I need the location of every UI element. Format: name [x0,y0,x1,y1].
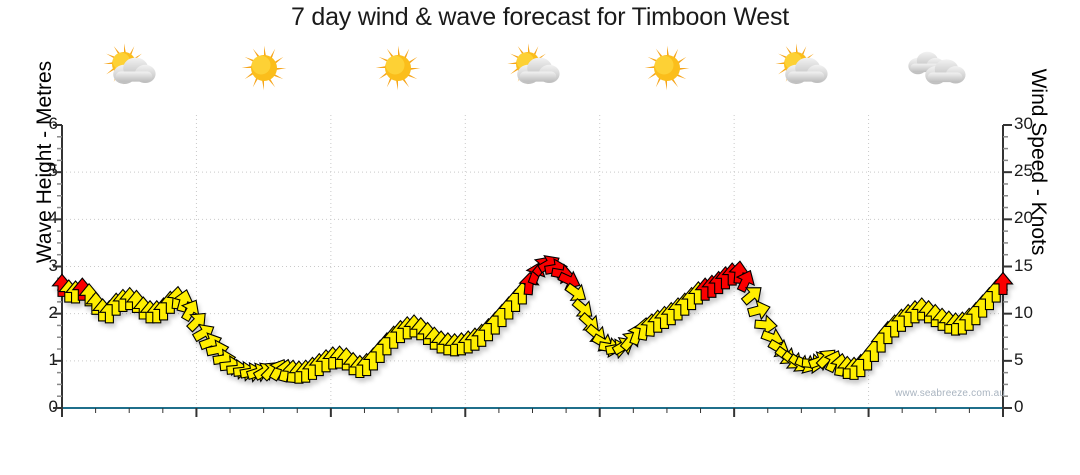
wind-direction-arrow [571,298,593,317]
wind-direction-arrow [564,282,587,302]
wind-direction-arrow [735,269,755,294]
left-tick-6: 6 [48,114,58,133]
wind-direction-arrow [557,270,581,290]
sun-behind-cloud-icon [467,42,599,90]
sun-behind-cloud-icon [735,42,867,90]
right-tick-5: 5 [1014,349,1024,369]
right-tick-30: 30 [1014,114,1033,133]
right-tick-15: 15 [1014,255,1033,275]
left-tick-4: 4 [48,208,58,228]
day-header-friday [198,38,330,91]
page-title: 7 day wind & wave forecast for Timboon W… [290,3,790,31]
day-header-saturday [332,38,464,91]
day-header-tuesday [735,38,867,90]
right-tick-10: 10 [1014,302,1033,322]
sun-icon [198,42,330,91]
day-header-monday [601,38,733,91]
cloudy-icon [870,42,1002,90]
watermark: www.seabreeze.com.au [895,388,1006,399]
day-header-wednesday [870,38,1002,90]
sun-icon [601,42,733,91]
wind-arrow-series [51,254,1014,384]
sun-behind-cloud-icon [63,42,195,90]
sun-icon [332,42,464,91]
day-header-sunday [467,38,599,90]
left-tick-0: 0 [48,397,58,416]
left-tick-1: 1 [48,349,58,369]
day-header-thursday [63,38,195,90]
right-tick-20: 20 [1014,208,1033,228]
right-tick-25: 25 [1014,161,1033,181]
left-tick-2: 2 [48,302,58,322]
left-tick-5: 5 [48,161,58,181]
wind-direction-arrow [746,299,771,321]
left-tick-3: 3 [48,255,58,275]
wind-direction-arrow [992,271,1014,296]
right-tick-0: 0 [1014,397,1024,416]
